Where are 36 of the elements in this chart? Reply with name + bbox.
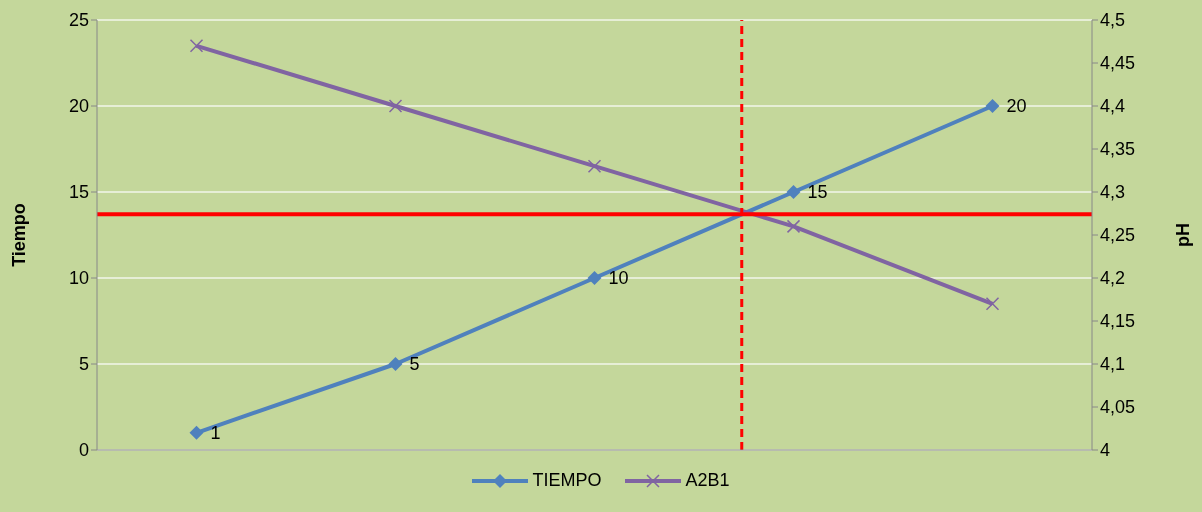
y2-tick-label: 4,5 xyxy=(1100,10,1126,31)
data-label: 20 xyxy=(1006,96,1027,117)
legend-label: TIEMPO xyxy=(532,470,602,491)
y2-tick-label: 4,1 xyxy=(1100,354,1126,375)
y2-tick-label: 4,25 xyxy=(1100,225,1136,246)
y2-tick-label: 4,3 xyxy=(1100,182,1126,203)
y-tick-label: 25 xyxy=(68,10,89,31)
point xyxy=(786,185,801,199)
y2-axis-title: pH xyxy=(1173,223,1194,247)
y-tick-label: 5 xyxy=(78,354,89,375)
point xyxy=(587,159,602,173)
data-label: 15 xyxy=(807,182,828,203)
point xyxy=(985,99,1000,113)
y2-tick-label: 4,15 xyxy=(1100,311,1136,332)
y2-tick-label: 4 xyxy=(1100,440,1111,461)
y2-tick-label: 4,45 xyxy=(1100,53,1136,74)
data-label: 1 xyxy=(210,423,221,444)
y2-tick-label: 4,05 xyxy=(1100,397,1136,418)
point xyxy=(388,357,403,371)
point xyxy=(587,271,602,285)
y-axis-title: Tiempo xyxy=(9,203,30,267)
y-tick-label: 15 xyxy=(68,182,89,203)
y-tick-label: 10 xyxy=(68,268,89,289)
y-tick-label: 20 xyxy=(68,96,89,117)
y2-tick-label: 4,35 xyxy=(1100,139,1136,160)
point xyxy=(189,39,204,53)
point xyxy=(985,297,1000,311)
legend-label: A2B1 xyxy=(685,470,730,491)
y-tick-label: 0 xyxy=(78,440,89,461)
y2-tick-label: 4,2 xyxy=(1100,268,1126,289)
point xyxy=(786,219,801,234)
data-label: 10 xyxy=(608,268,629,289)
data-label: 5 xyxy=(409,354,420,375)
point xyxy=(189,425,204,440)
y2-tick-label: 4,4 xyxy=(1100,96,1126,117)
point xyxy=(388,99,403,113)
